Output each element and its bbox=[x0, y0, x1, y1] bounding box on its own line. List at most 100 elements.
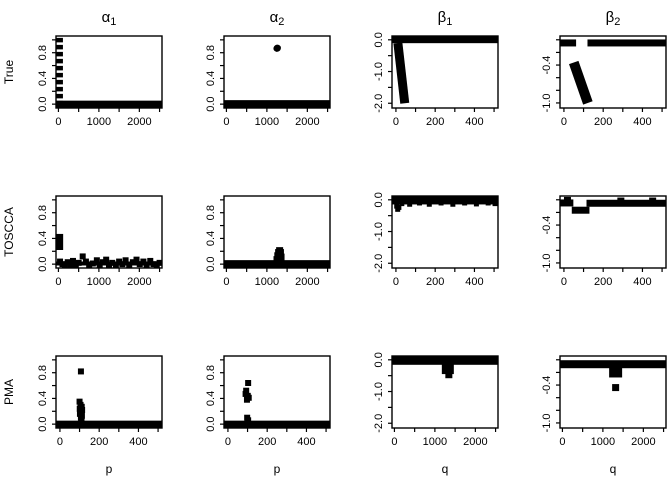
data-point bbox=[93, 257, 100, 264]
data-point bbox=[77, 368, 84, 375]
data-point bbox=[103, 256, 110, 263]
data-point bbox=[89, 260, 96, 267]
data-point bbox=[416, 200, 422, 206]
x-tick-label: 400 bbox=[465, 276, 483, 288]
x-tick-label: 0 bbox=[223, 116, 229, 128]
x-tick-label: 0 bbox=[393, 276, 399, 288]
panel-cell-pma-beta1: 0 1000 2000 0.0 -1.0 -2.0 q bbox=[336, 320, 504, 480]
x-tick-label: 2000 bbox=[127, 116, 151, 128]
data-marks bbox=[560, 39, 666, 105]
row-label: PMA bbox=[2, 379, 16, 405]
points-column bbox=[56, 233, 64, 250]
y-tick-label: 0.0 bbox=[205, 416, 217, 431]
data-point bbox=[96, 262, 103, 268]
panel-cell-pma-alpha2: 0 200 400 0.0 0.4 0.8 p bbox=[168, 320, 336, 480]
y-tick-label: 0.0 bbox=[373, 352, 385, 367]
points-band bbox=[224, 260, 330, 268]
data-point bbox=[61, 263, 68, 268]
data-point bbox=[136, 261, 143, 268]
panel-pma-beta1: 0 1000 2000 0.0 -1.0 -2.0 q bbox=[373, 352, 499, 476]
data-point bbox=[99, 259, 106, 266]
y-tick-label: 0.0 bbox=[373, 192, 385, 207]
points-band bbox=[224, 100, 330, 108]
y-tick-label: 0.4 bbox=[205, 391, 217, 406]
panel-true-beta2: 0 200 400 -0.4 -1.0 β2 bbox=[541, 9, 667, 128]
y-tick-label: 0.4 bbox=[37, 391, 49, 406]
points-band bbox=[560, 360, 666, 369]
y-tick-label: -1.0 bbox=[373, 222, 385, 241]
x-axis-title: p bbox=[274, 462, 281, 476]
y-tick-label: 0.0 bbox=[37, 256, 49, 271]
x-tick-label: 0 bbox=[223, 276, 229, 288]
data-point bbox=[72, 263, 79, 268]
plot-box bbox=[55, 35, 163, 109]
data-point bbox=[153, 263, 160, 268]
y-tick-label: 0.4 bbox=[205, 71, 217, 86]
data-point bbox=[116, 258, 123, 265]
x-axis-title: p bbox=[106, 462, 113, 476]
x-tick-label: 400 bbox=[633, 276, 651, 288]
points-band bbox=[560, 39, 577, 47]
panel-cell-true-beta2: 0 200 400 -0.4 -1.0 β2 bbox=[504, 0, 672, 160]
x-tick-label: 0 bbox=[559, 436, 565, 448]
data-point bbox=[112, 264, 119, 268]
data-point bbox=[276, 256, 284, 264]
panel-pma-alpha1: 0 200 400 0.0 0.4 0.8 PMA p bbox=[2, 355, 163, 476]
data-point bbox=[78, 416, 85, 423]
data-point bbox=[79, 253, 86, 260]
x-tick-label: 200 bbox=[258, 436, 276, 448]
panel-pma-alpha2: 0 200 400 0.0 0.4 0.8 p bbox=[205, 355, 331, 476]
data-point bbox=[445, 371, 453, 379]
data-point bbox=[143, 263, 150, 268]
data-marks bbox=[560, 196, 666, 214]
data-marks bbox=[392, 196, 498, 212]
points-band bbox=[587, 39, 666, 47]
points-column bbox=[609, 366, 623, 378]
column-title: β2 bbox=[606, 9, 621, 28]
y-tick-label: 0.0 bbox=[205, 256, 217, 271]
panel-cell-toscca-alpha2: 0 1000 2000 0.0 0.4 0.8 bbox=[168, 160, 336, 320]
x-tick-label: 1000 bbox=[255, 276, 279, 288]
data-point bbox=[129, 259, 136, 266]
data-point bbox=[426, 201, 432, 207]
data-point bbox=[122, 257, 129, 264]
y-tick-label: 0.4 bbox=[37, 71, 49, 86]
x-tick-label: 1000 bbox=[87, 116, 111, 128]
points-band bbox=[56, 420, 162, 428]
plot-box bbox=[391, 195, 499, 269]
panel-toscca-beta2: 0 200 400 -0.4 -1.0 bbox=[541, 195, 667, 288]
panel-pma-beta2: 0 1000 2000 -0.4 -1.0 q bbox=[541, 355, 667, 476]
x-tick-label: 400 bbox=[465, 116, 483, 128]
y-tick-label: 0.0 bbox=[205, 96, 217, 111]
y-tick-label: -2.0 bbox=[373, 254, 385, 273]
y-tick-label: -2.0 bbox=[373, 94, 385, 113]
y-tick-label: -2.0 bbox=[373, 414, 385, 433]
data-marks bbox=[392, 36, 498, 104]
data-point bbox=[150, 261, 157, 268]
points-column bbox=[441, 362, 454, 375]
data-marks bbox=[224, 380, 330, 428]
panel-true-beta1: 0 200 400 0.0 -1.0 -2.0 β1 bbox=[373, 9, 499, 128]
x-tick-label: 200 bbox=[426, 276, 444, 288]
points-band bbox=[392, 356, 498, 365]
y-tick-label: -1.0 bbox=[541, 253, 553, 272]
x-tick-label: 200 bbox=[90, 436, 108, 448]
data-point bbox=[106, 263, 112, 268]
x-tick-label: 2000 bbox=[295, 276, 319, 288]
x-tick-label: 0 bbox=[57, 436, 63, 448]
data-marks bbox=[224, 247, 330, 268]
x-tick-label: 0 bbox=[393, 116, 399, 128]
panel-toscca-alpha1: 0 1000 2000 0.0 0.4 0.8 TOSCCA bbox=[2, 195, 163, 288]
y-tick-label: 0.8 bbox=[37, 45, 49, 60]
y-tick-label: 0.8 bbox=[205, 365, 217, 380]
panel-toscca-alpha2: 0 1000 2000 0.0 0.4 0.8 bbox=[205, 195, 331, 288]
y-tick-label: 0.0 bbox=[373, 32, 385, 47]
y-tick-label: -0.4 bbox=[541, 56, 553, 75]
x-tick-label: 0 bbox=[55, 276, 61, 288]
x-tick-label: 400 bbox=[297, 436, 315, 448]
row-label: TOSCCA bbox=[2, 207, 16, 257]
x-tick-label: 2000 bbox=[631, 436, 655, 448]
data-marks bbox=[56, 368, 162, 428]
data-point bbox=[245, 417, 252, 424]
